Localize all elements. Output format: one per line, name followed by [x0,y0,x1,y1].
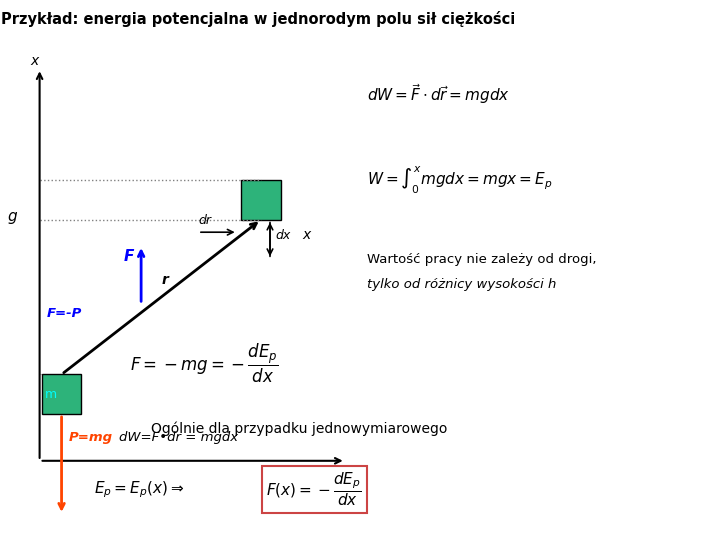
Text: dx: dx [276,230,291,242]
Text: F=-P: F=-P [47,307,82,320]
Text: $F = -mg = -\dfrac{dE_p}{dx}$: $F = -mg = -\dfrac{dE_p}{dx}$ [130,342,279,385]
Text: x: x [30,54,38,68]
Text: P=mg: P=mg [68,430,112,444]
Bar [42,374,81,414]
Text: $E_p = E_p(x) \Rightarrow$: $E_p = E_p(x) \Rightarrow$ [94,480,184,500]
Text: Wartość pracy nie zależy od drogi,: Wartość pracy nie zależy od drogi, [367,253,597,266]
Text: $F(x) = -\dfrac{dE_p}{dx}$: $F(x) = -\dfrac{dE_p}{dx}$ [266,471,362,508]
Text: F: F [124,249,134,264]
Text: Ogólnie dla przypadku jednowymiarowego: Ogólnie dla przypadku jednowymiarowego [151,421,448,436]
Text: dW=F•dr = mgdx: dW=F•dr = mgdx [119,430,238,444]
Text: g: g [7,208,17,224]
Text: Przykład: energia potencjalna w jednorodym polu sił ciężkości: Przykład: energia potencjalna w jednorod… [1,11,516,27]
Text: $dW = \vec{F} \cdot d\vec{r} = mgdx$: $dW = \vec{F} \cdot d\vec{r} = mgdx$ [367,82,510,106]
Text: m: m [45,388,58,401]
Text: r: r [162,273,169,287]
Text: dr: dr [198,213,211,227]
Text: tylko od różnicy wysokości h: tylko od różnicy wysokości h [367,278,557,291]
Bar [241,180,281,220]
Text: $W = \int_0^x mgdx = mgx = E_p$: $W = \int_0^x mgdx = mgx = E_p$ [367,164,553,195]
Text: x: x [302,228,310,242]
